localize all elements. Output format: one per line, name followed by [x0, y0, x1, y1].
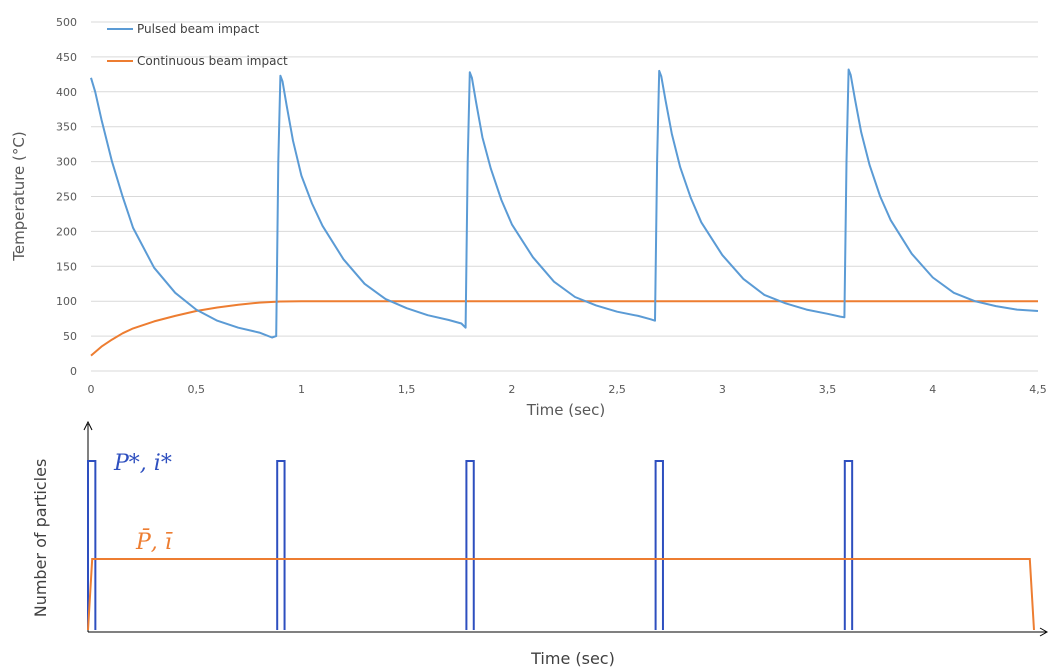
- series-line-continuous: [90, 300, 1038, 357]
- pulse-5: [843, 460, 854, 630]
- annotation-peak-power: P*, i*: [113, 451, 172, 476]
- series-lines: [90, 68, 1039, 357]
- y-tick-label: 400: [56, 86, 77, 99]
- annotation-average-power: P̄, ī: [135, 528, 173, 555]
- x-axis-title-particles: Time (sec): [530, 649, 615, 668]
- pulse-1: [87, 460, 97, 630]
- y-axis-arrow: [83, 420, 93, 431]
- x-tick-label: 4: [929, 383, 936, 396]
- legend-label-pulsed: Pulsed beam impact: [137, 22, 259, 36]
- y-tick-label: 200: [56, 225, 77, 238]
- y-tick-label: 350: [56, 121, 77, 134]
- x-axis-title: Time (sec): [526, 401, 605, 419]
- series-line-pulsed: [90, 68, 1039, 339]
- x-tick-label: 1,5: [398, 383, 416, 396]
- y-axis-title-particles: Number of particles: [31, 459, 50, 618]
- x-tick-label: 3: [719, 383, 726, 396]
- gridlines: [91, 21, 1038, 372]
- y-tick-label: 300: [56, 156, 77, 169]
- y-axis-title: Temperature (°C): [10, 131, 28, 261]
- series-lines: [87, 460, 1035, 631]
- continuous-level-line: [87, 558, 1035, 631]
- x-tick-label: 0,5: [187, 383, 205, 396]
- y-tick-label: 50: [63, 330, 77, 343]
- x-tick-label: 2: [508, 383, 515, 396]
- y-tick-label: 0: [70, 365, 77, 378]
- y-tick-labels: 0 50 100 150 200 250 300 350 400 450 500: [56, 16, 77, 378]
- y-tick-label: 500: [56, 16, 77, 29]
- temperature-chart: 0 50 100 150 200 250 300 350 400 450 500 0 0,5 1 1,5 2…: [10, 16, 1047, 419]
- x-tick-label: 2,5: [608, 383, 626, 396]
- pulse-4: [654, 460, 664, 630]
- x-tick-labels: 0 0,5 1 1,5 2 2,5 3 3,5 4 4,5: [88, 383, 1047, 396]
- y-tick-label: 150: [56, 260, 77, 273]
- x-tick-label: 4,5: [1029, 383, 1047, 396]
- x-tick-label: 3,5: [819, 383, 837, 396]
- x-tick-label: 1: [298, 383, 305, 396]
- pulse-2: [276, 460, 286, 630]
- legend: Pulsed beam impact Continuous beam impac…: [107, 22, 288, 68]
- x-axis-arrow: [1039, 627, 1049, 637]
- y-tick-label: 100: [56, 295, 77, 308]
- y-tick-label: 250: [56, 191, 77, 204]
- x-tick-label: 0: [88, 383, 95, 396]
- legend-label-continuous: Continuous beam impact: [137, 54, 288, 68]
- pulse-3: [465, 460, 475, 630]
- y-tick-label: 450: [56, 51, 77, 64]
- legend-item-continuous: Continuous beam impact: [107, 54, 288, 68]
- legend-item-pulsed: Pulsed beam impact: [107, 22, 259, 36]
- particles-chart: Number of particles Time (sec) P*, i* P̄…: [31, 420, 1049, 668]
